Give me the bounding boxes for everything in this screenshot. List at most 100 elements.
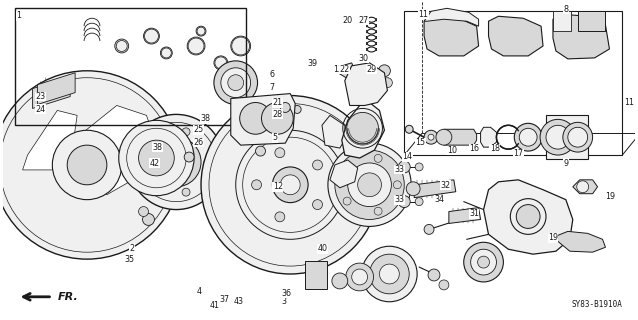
Text: 36: 36 [281,289,291,298]
Text: 17: 17 [513,149,523,158]
Circle shape [204,158,212,166]
Circle shape [332,273,348,289]
Circle shape [138,207,149,217]
Circle shape [478,256,489,268]
Circle shape [516,204,540,228]
Circle shape [346,263,373,291]
Circle shape [415,198,423,206]
Circle shape [280,175,300,195]
Circle shape [343,197,351,205]
Circle shape [352,269,367,285]
Text: 22: 22 [339,65,350,74]
Circle shape [275,212,285,222]
Text: 5: 5 [272,133,278,142]
Circle shape [197,27,205,35]
Circle shape [313,200,322,210]
Circle shape [262,102,293,134]
Circle shape [116,41,127,52]
Text: 37: 37 [219,295,229,304]
Circle shape [471,249,496,275]
Polygon shape [345,63,387,106]
Polygon shape [484,180,573,254]
Circle shape [235,130,345,239]
Text: 39: 39 [308,59,318,68]
Bar [305,261,327,289]
Circle shape [343,164,351,172]
Text: 29: 29 [366,65,376,74]
Text: 2: 2 [130,244,135,253]
Text: SY83-B1910A: SY83-B1910A [572,300,622,309]
Text: 43: 43 [234,297,244,306]
Text: 25: 25 [194,125,204,134]
Text: 42: 42 [149,159,160,168]
Circle shape [362,246,417,302]
Polygon shape [22,110,77,170]
Text: 33: 33 [394,165,404,174]
Bar [578,11,605,31]
Circle shape [161,48,171,58]
Circle shape [347,112,378,144]
Polygon shape [553,231,605,252]
Polygon shape [330,160,358,188]
Circle shape [221,68,251,98]
Circle shape [577,181,589,193]
Circle shape [563,122,593,152]
Text: 18: 18 [490,144,500,153]
Text: 30: 30 [359,54,368,63]
Circle shape [428,269,440,281]
Circle shape [182,128,190,136]
Bar [15,8,246,125]
Circle shape [464,242,503,282]
Circle shape [380,264,399,284]
Circle shape [145,29,158,43]
Circle shape [394,181,401,189]
Circle shape [147,140,154,147]
Circle shape [214,56,228,70]
Circle shape [251,180,262,190]
Polygon shape [322,116,346,148]
Circle shape [358,173,382,197]
Text: FR.: FR. [57,292,78,302]
Polygon shape [231,93,295,145]
Text: 11: 11 [624,99,634,108]
Circle shape [142,213,154,225]
Circle shape [256,146,265,156]
Polygon shape [27,81,65,112]
Circle shape [405,125,413,133]
Circle shape [161,147,191,177]
Polygon shape [342,102,385,158]
Circle shape [568,127,588,147]
Circle shape [275,148,285,158]
Text: 31: 31 [469,209,479,219]
Circle shape [398,161,410,173]
Text: 9: 9 [563,159,568,168]
Circle shape [415,163,423,171]
Text: 10: 10 [447,146,457,155]
Circle shape [436,129,452,145]
Polygon shape [67,106,156,195]
Text: 16: 16 [469,144,479,153]
Text: 8: 8 [563,5,568,14]
Text: 4: 4 [197,287,202,296]
Circle shape [115,39,129,53]
Circle shape [201,96,380,274]
Circle shape [151,137,201,187]
Text: 34: 34 [434,195,444,204]
Circle shape [313,160,322,170]
Text: 27: 27 [358,16,368,25]
Bar [553,11,571,31]
Circle shape [215,57,226,69]
Circle shape [406,182,420,196]
Text: 14: 14 [403,152,413,161]
Circle shape [424,224,434,234]
Circle shape [119,120,194,196]
Circle shape [540,119,575,155]
Text: 11: 11 [419,10,428,19]
Polygon shape [480,127,496,147]
Polygon shape [424,16,478,56]
Polygon shape [573,180,598,194]
Polygon shape [338,63,355,79]
Circle shape [160,47,172,59]
Circle shape [0,71,181,259]
Text: 32: 32 [440,181,450,190]
